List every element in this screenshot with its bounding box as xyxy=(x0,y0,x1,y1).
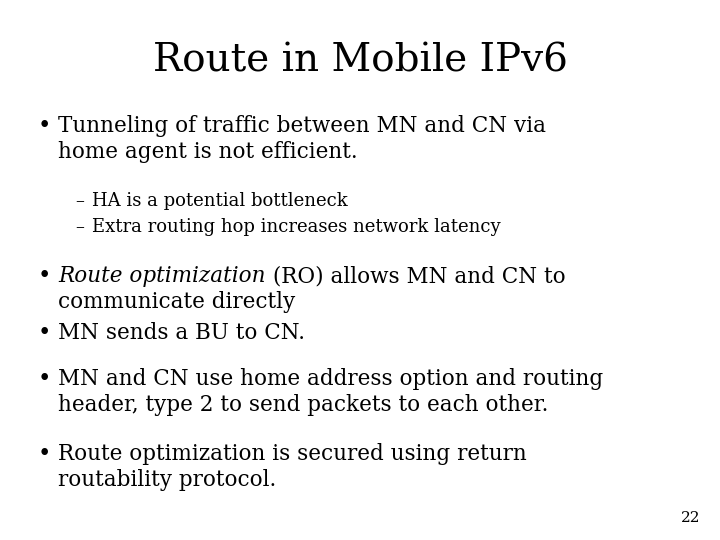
Text: •: • xyxy=(38,368,51,390)
Text: Route optimization is secured using return: Route optimization is secured using retu… xyxy=(58,443,527,465)
Text: •: • xyxy=(38,115,51,137)
Text: Extra routing hop increases network latency: Extra routing hop increases network late… xyxy=(92,218,500,236)
Text: HA is a potential bottleneck: HA is a potential bottleneck xyxy=(92,192,348,210)
Text: 22: 22 xyxy=(680,511,700,525)
Text: routability protocol.: routability protocol. xyxy=(58,469,276,491)
Text: (RO) allows MN and CN to: (RO) allows MN and CN to xyxy=(266,265,565,287)
Text: •: • xyxy=(38,443,51,465)
Text: •: • xyxy=(38,265,51,287)
Text: –: – xyxy=(75,218,84,236)
Text: MN sends a BU to CN.: MN sends a BU to CN. xyxy=(58,322,305,344)
Text: header, type 2 to send packets to each other.: header, type 2 to send packets to each o… xyxy=(58,394,549,416)
Text: MN and CN use home address option and routing: MN and CN use home address option and ro… xyxy=(58,368,603,390)
Text: Tunneling of traffic between MN and CN via: Tunneling of traffic between MN and CN v… xyxy=(58,115,546,137)
Text: •: • xyxy=(38,322,51,344)
Text: home agent is not efficient.: home agent is not efficient. xyxy=(58,141,358,163)
Text: Route optimization: Route optimization xyxy=(58,265,266,287)
Text: –: – xyxy=(75,192,84,210)
Text: Route in Mobile IPv6: Route in Mobile IPv6 xyxy=(153,42,567,79)
Text: communicate directly: communicate directly xyxy=(58,291,295,313)
